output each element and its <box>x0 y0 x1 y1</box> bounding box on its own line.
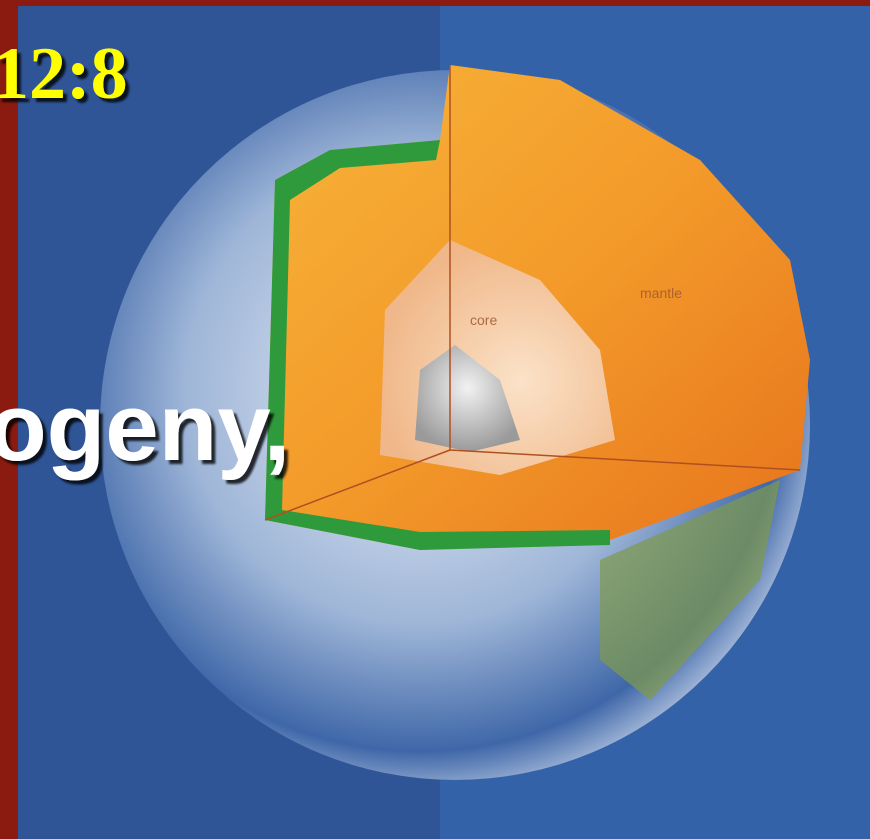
mantle-label: mantle <box>640 285 682 301</box>
page: {"slide": {"reference": "12:8", "text": … <box>0 0 870 839</box>
top-border <box>0 0 870 6</box>
core-label: core <box>470 312 497 328</box>
verse-reference: 12:8 <box>0 33 128 115</box>
slide-text: ogeny, <box>0 374 290 481</box>
slide: core mantle 12:8 ogeny, <box>0 0 870 839</box>
